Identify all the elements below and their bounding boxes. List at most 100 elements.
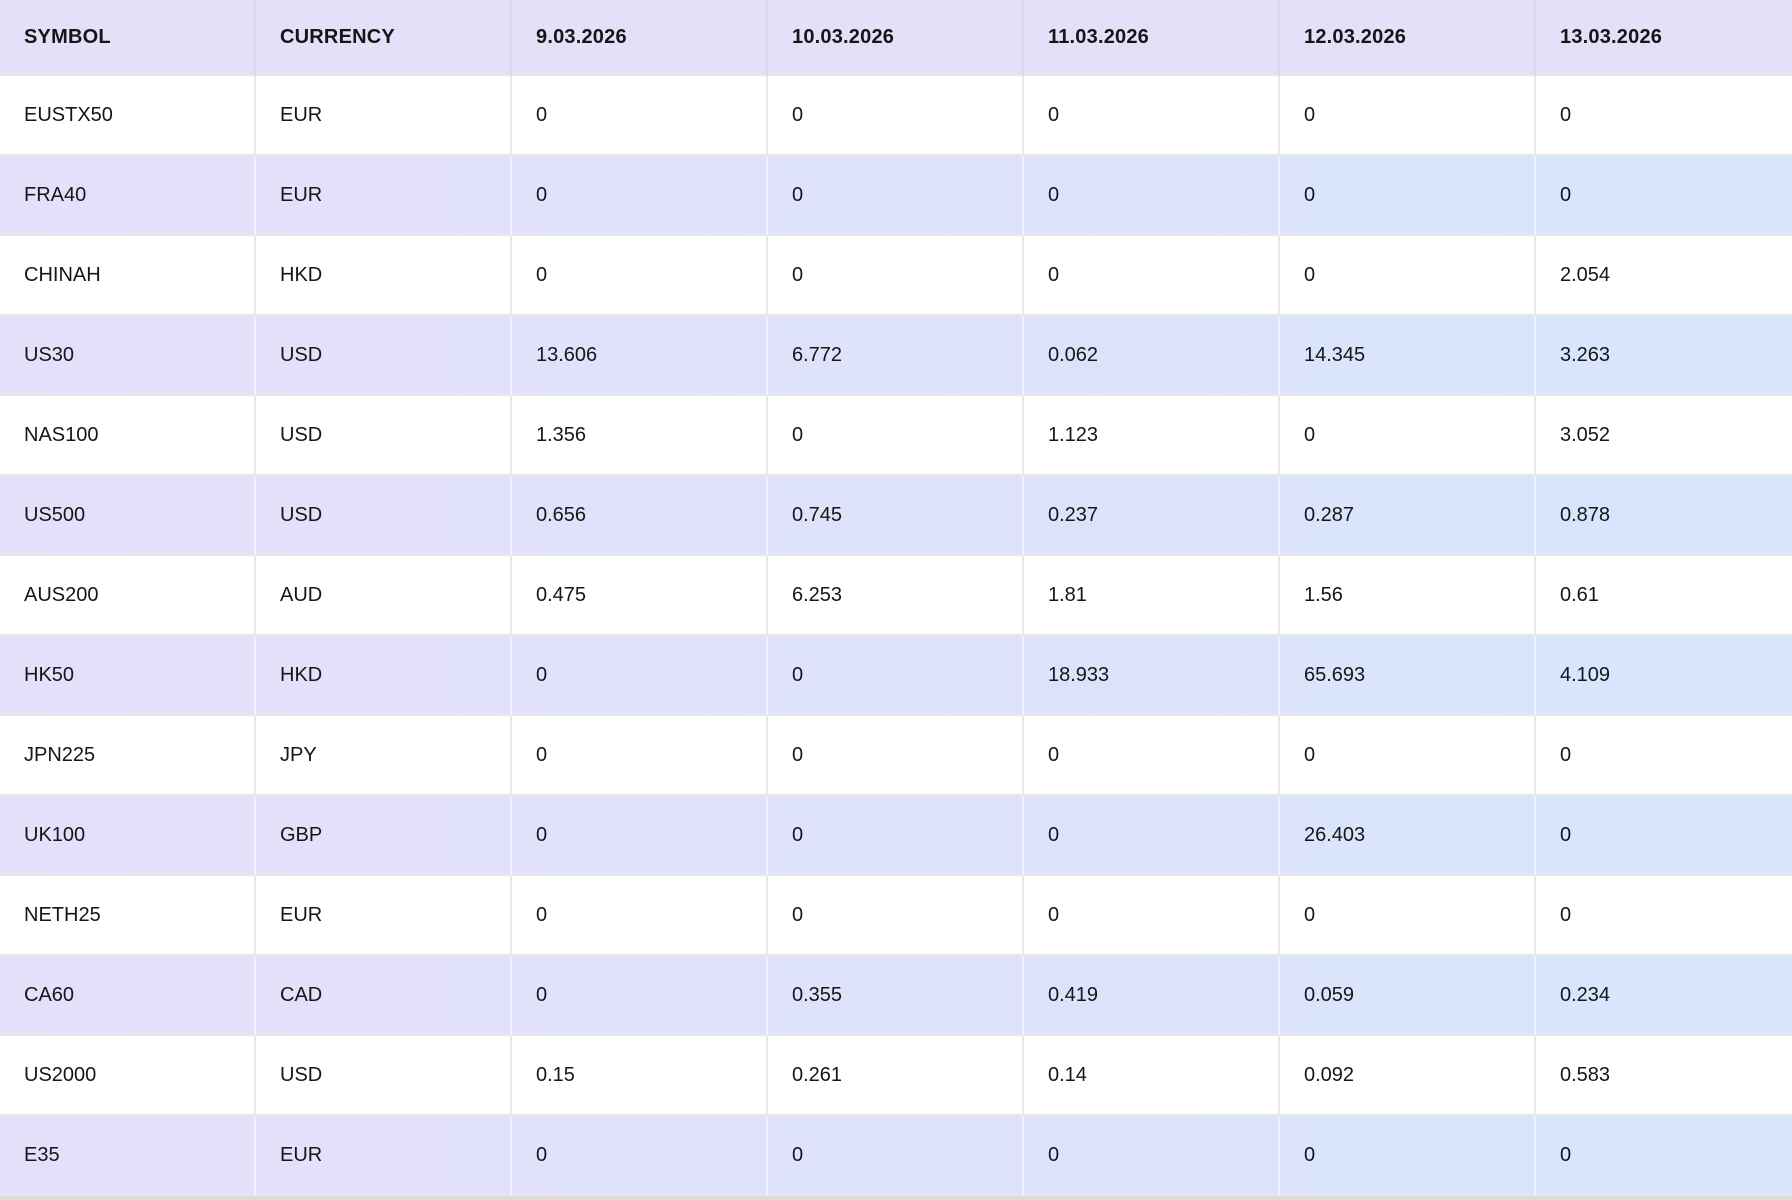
value-cell: 0.656 bbox=[512, 476, 768, 556]
currency-cell: USD bbox=[256, 1036, 512, 1116]
value-cell: 0.14 bbox=[1024, 1036, 1280, 1116]
symbol-cell: HK50 bbox=[0, 636, 256, 716]
table-row: US30 USD 13.606 6.772 0.062 14.345 3.263 bbox=[0, 316, 1792, 396]
value-cell: 0 bbox=[512, 956, 768, 1036]
value-cell: 0 bbox=[512, 76, 768, 156]
symbol-cell: JPN225 bbox=[0, 716, 256, 796]
value-cell: 0 bbox=[768, 76, 1024, 156]
table-row: EUSTX50 EUR 0 0 0 0 0 bbox=[0, 76, 1792, 156]
column-header-date-4: 12.03.2026 bbox=[1280, 0, 1536, 76]
column-header-date-2: 10.03.2026 bbox=[768, 0, 1024, 76]
value-cell: 0 bbox=[1280, 76, 1536, 156]
currency-cell: JPY bbox=[256, 716, 512, 796]
value-cell: 26.403 bbox=[1280, 796, 1536, 876]
value-cell: 0 bbox=[768, 1116, 1024, 1196]
table-row: US2000 USD 0.15 0.261 0.14 0.092 0.583 bbox=[0, 1036, 1792, 1116]
symbol-cell: FRA40 bbox=[0, 156, 256, 236]
value-cell: 0.355 bbox=[768, 956, 1024, 1036]
value-cell: 0 bbox=[512, 716, 768, 796]
value-cell: 0 bbox=[512, 796, 768, 876]
value-cell: 0 bbox=[1024, 716, 1280, 796]
value-cell: 6.772 bbox=[768, 316, 1024, 396]
table-row: E35 EUR 0 0 0 0 0 bbox=[0, 1116, 1792, 1196]
value-cell: 0 bbox=[1024, 1116, 1280, 1196]
currency-cell: EUR bbox=[256, 876, 512, 956]
value-cell: 0 bbox=[1280, 716, 1536, 796]
value-cell: 0.059 bbox=[1280, 956, 1536, 1036]
column-header-date-5: 13.03.2026 bbox=[1536, 0, 1792, 76]
table-row: AUS200 AUD 0.475 6.253 1.81 1.56 0.61 bbox=[0, 556, 1792, 636]
table-row: JPN225 JPY 0 0 0 0 0 bbox=[0, 716, 1792, 796]
currency-cell: EUR bbox=[256, 76, 512, 156]
bottom-strip bbox=[0, 1196, 1792, 1200]
value-cell: 4.109 bbox=[1536, 636, 1792, 716]
value-cell: 0 bbox=[768, 796, 1024, 876]
table-row: NETH25 EUR 0 0 0 0 0 bbox=[0, 876, 1792, 956]
symbol-cell: US30 bbox=[0, 316, 256, 396]
currency-cell: USD bbox=[256, 476, 512, 556]
value-cell: 0.062 bbox=[1024, 316, 1280, 396]
symbol-cell: CA60 bbox=[0, 956, 256, 1036]
value-cell: 3.263 bbox=[1536, 316, 1792, 396]
value-cell: 1.56 bbox=[1280, 556, 1536, 636]
currency-cell: USD bbox=[256, 396, 512, 476]
currency-cell: AUD bbox=[256, 556, 512, 636]
header-row: SYMBOL CURRENCY 9.03.2026 10.03.2026 11.… bbox=[0, 0, 1792, 76]
value-cell: 0 bbox=[1024, 796, 1280, 876]
column-header-currency: CURRENCY bbox=[256, 0, 512, 76]
value-cell: 0 bbox=[512, 236, 768, 316]
currency-cell: EUR bbox=[256, 1116, 512, 1196]
value-cell: 0 bbox=[1024, 76, 1280, 156]
value-cell: 0.261 bbox=[768, 1036, 1024, 1116]
value-cell: 0 bbox=[1024, 236, 1280, 316]
value-cell: 0 bbox=[768, 716, 1024, 796]
value-cell: 1.81 bbox=[1024, 556, 1280, 636]
value-cell: 0 bbox=[1280, 156, 1536, 236]
value-cell: 0 bbox=[1536, 796, 1792, 876]
value-cell: 0.419 bbox=[1024, 956, 1280, 1036]
symbol-cell: US2000 bbox=[0, 1036, 256, 1116]
value-cell: 0 bbox=[1024, 156, 1280, 236]
value-cell: 0 bbox=[768, 636, 1024, 716]
value-cell: 3.052 bbox=[1536, 396, 1792, 476]
value-cell: 0 bbox=[768, 876, 1024, 956]
table-row: NAS100 USD 1.356 0 1.123 0 3.052 bbox=[0, 396, 1792, 476]
symbol-cell: E35 bbox=[0, 1116, 256, 1196]
value-cell: 0 bbox=[1280, 236, 1536, 316]
value-cell: 0.237 bbox=[1024, 476, 1280, 556]
table-body: EUSTX50 EUR 0 0 0 0 0 FRA40 EUR 0 0 0 0 0 CHINAH HKD 0 0 0… bbox=[0, 76, 1792, 1196]
value-cell: 14.345 bbox=[1280, 316, 1536, 396]
currency-cell: HKD bbox=[256, 636, 512, 716]
currency-cell: GBP bbox=[256, 796, 512, 876]
value-cell: 0 bbox=[1536, 76, 1792, 156]
value-cell: 0 bbox=[768, 396, 1024, 476]
value-cell: 0 bbox=[1536, 876, 1792, 956]
table-row: HK50 HKD 0 0 18.933 65.693 4.109 bbox=[0, 636, 1792, 716]
symbol-cell: AUS200 bbox=[0, 556, 256, 636]
column-header-date-3: 11.03.2026 bbox=[1024, 0, 1280, 76]
value-cell: 0.287 bbox=[1280, 476, 1536, 556]
column-header-symbol: SYMBOL bbox=[0, 0, 256, 76]
table-row: CA60 CAD 0 0.355 0.419 0.059 0.234 bbox=[0, 956, 1792, 1036]
table-row: US500 USD 0.656 0.745 0.237 0.287 0.878 bbox=[0, 476, 1792, 556]
value-cell: 0 bbox=[1280, 396, 1536, 476]
value-cell: 18.933 bbox=[1024, 636, 1280, 716]
table-row: CHINAH HKD 0 0 0 0 2.054 bbox=[0, 236, 1792, 316]
value-cell: 0 bbox=[1536, 716, 1792, 796]
symbol-cell: EUSTX50 bbox=[0, 76, 256, 156]
value-cell: 0 bbox=[768, 236, 1024, 316]
value-cell: 0.878 bbox=[1536, 476, 1792, 556]
value-cell: 13.606 bbox=[512, 316, 768, 396]
currency-cell: CAD bbox=[256, 956, 512, 1036]
value-cell: 0 bbox=[768, 156, 1024, 236]
value-cell: 0 bbox=[1280, 1116, 1536, 1196]
value-cell: 0 bbox=[512, 156, 768, 236]
value-cell: 0.092 bbox=[1280, 1036, 1536, 1116]
currency-cell: USD bbox=[256, 316, 512, 396]
value-cell: 0.583 bbox=[1536, 1036, 1792, 1116]
column-header-date-1: 9.03.2026 bbox=[512, 0, 768, 76]
value-cell: 0 bbox=[1280, 876, 1536, 956]
table-row: UK100 GBP 0 0 0 26.403 0 bbox=[0, 796, 1792, 876]
